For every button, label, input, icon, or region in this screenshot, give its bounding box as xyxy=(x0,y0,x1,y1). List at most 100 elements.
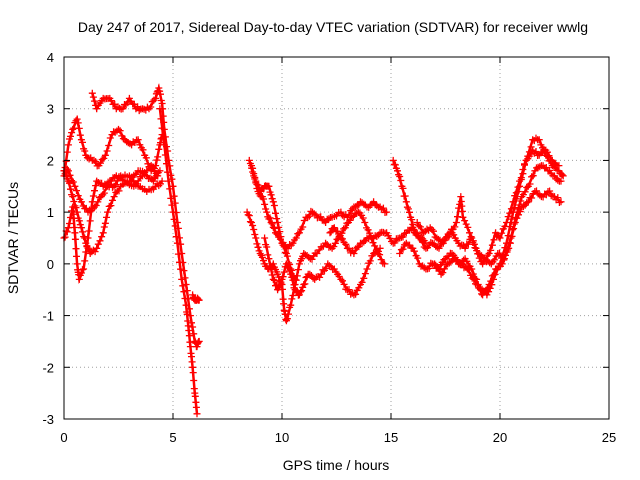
data-point-marker xyxy=(252,177,260,185)
data-point-marker xyxy=(250,170,258,178)
series-track-l xyxy=(326,224,430,257)
data-point-marker xyxy=(283,252,291,260)
data-point-marker xyxy=(499,251,507,259)
data-point-marker xyxy=(274,219,282,226)
data-point-marker xyxy=(313,250,321,257)
data-point-marker xyxy=(192,403,200,411)
data-point-marker xyxy=(64,141,72,149)
data-point-marker xyxy=(82,248,90,256)
y-tick-label: -2 xyxy=(42,360,54,375)
data-point-marker xyxy=(397,177,405,184)
series-track-c xyxy=(60,162,162,285)
data-point-marker xyxy=(75,217,83,225)
data-point-marker xyxy=(308,255,316,263)
data-point-marker xyxy=(93,105,101,113)
data-point-marker xyxy=(294,230,302,238)
data-point-marker xyxy=(101,219,109,227)
data-point-marker xyxy=(249,222,257,229)
y-tick-label: 0 xyxy=(47,257,54,272)
data-point-marker xyxy=(464,240,472,248)
data-point-marker xyxy=(158,124,166,132)
data-point-marker xyxy=(152,94,160,102)
data-point-marker xyxy=(63,228,71,236)
data-point-marker xyxy=(165,177,173,185)
data-point-marker xyxy=(91,187,98,195)
data-point-marker xyxy=(98,179,106,187)
data-point-marker xyxy=(267,219,275,226)
data-point-marker xyxy=(136,141,144,149)
data-point-marker xyxy=(183,310,191,318)
data-point-marker xyxy=(406,208,413,216)
data-point-marker xyxy=(396,250,404,257)
data-point-marker xyxy=(124,99,132,107)
data-point-marker xyxy=(272,209,279,217)
data-point-marker xyxy=(420,229,428,237)
data-point-marker xyxy=(266,214,274,222)
data-point-marker xyxy=(391,161,399,169)
data-point-marker xyxy=(251,174,259,181)
data-point-marker xyxy=(180,288,188,296)
data-point-marker xyxy=(155,145,163,153)
data-point-marker xyxy=(83,243,91,251)
data-point-marker xyxy=(364,226,372,234)
data-point-marker xyxy=(325,215,333,223)
data-point-marker xyxy=(485,250,493,257)
data-point-marker xyxy=(195,337,203,345)
data-point-marker xyxy=(354,208,362,216)
data-point-marker xyxy=(330,224,338,232)
data-point-marker xyxy=(506,223,514,231)
data-point-marker xyxy=(66,171,74,179)
data-point-marker xyxy=(331,239,339,247)
data-point-marker xyxy=(269,275,277,283)
data-point-marker xyxy=(262,205,270,213)
data-point-marker xyxy=(156,167,164,175)
data-point-marker xyxy=(100,223,108,231)
data-point-marker xyxy=(416,223,424,231)
x-tick-label: 15 xyxy=(384,430,398,445)
data-point-marker xyxy=(160,141,168,149)
data-point-marker xyxy=(279,273,287,281)
data-point-marker xyxy=(545,152,553,160)
data-point-marker xyxy=(265,182,273,190)
y-tick-label: 2 xyxy=(47,153,54,168)
data-point-marker xyxy=(462,220,470,228)
data-point-marker xyxy=(546,167,554,174)
data-point-marker xyxy=(503,239,510,247)
data-point-marker xyxy=(272,229,279,237)
data-point-marker xyxy=(77,269,85,277)
data-point-marker xyxy=(89,192,97,200)
data-points xyxy=(60,83,567,418)
x-tick-label: 10 xyxy=(275,430,289,445)
data-point-marker xyxy=(350,250,358,257)
data-point-marker xyxy=(70,198,78,205)
data-point-marker xyxy=(70,214,78,222)
data-point-marker xyxy=(461,244,469,252)
data-point-marker xyxy=(191,392,199,400)
data-point-marker xyxy=(76,221,84,229)
data-point-marker xyxy=(376,251,384,259)
data-point-marker xyxy=(277,233,285,241)
data-point-marker xyxy=(498,229,506,237)
data-point-marker xyxy=(446,229,454,237)
data-point-marker xyxy=(514,188,522,195)
data-point-marker xyxy=(270,224,278,232)
data-point-marker xyxy=(309,274,317,282)
data-point-marker xyxy=(301,280,309,288)
data-point-marker xyxy=(73,115,81,123)
data-point-marker xyxy=(487,246,495,254)
data-point-marker xyxy=(163,160,170,168)
data-point-marker xyxy=(85,227,93,235)
plot-border xyxy=(63,56,610,420)
data-point-marker xyxy=(119,105,127,113)
data-point-marker xyxy=(80,265,88,273)
x-axis-label: GPS time / hours xyxy=(283,457,390,473)
y-axis-label: SDTVAR / TECUs xyxy=(5,182,21,294)
data-point-marker xyxy=(63,148,71,156)
data-point-marker xyxy=(105,142,113,149)
data-point-marker xyxy=(142,106,150,114)
data-point-marker xyxy=(317,213,325,221)
data-point-marker xyxy=(153,156,161,164)
data-point-marker xyxy=(294,266,302,274)
axis-ticks: 0 5 10 15 20 25 -3 -2 -1 0 1 2 3 4 xyxy=(42,50,616,445)
data-point-marker xyxy=(361,270,369,278)
